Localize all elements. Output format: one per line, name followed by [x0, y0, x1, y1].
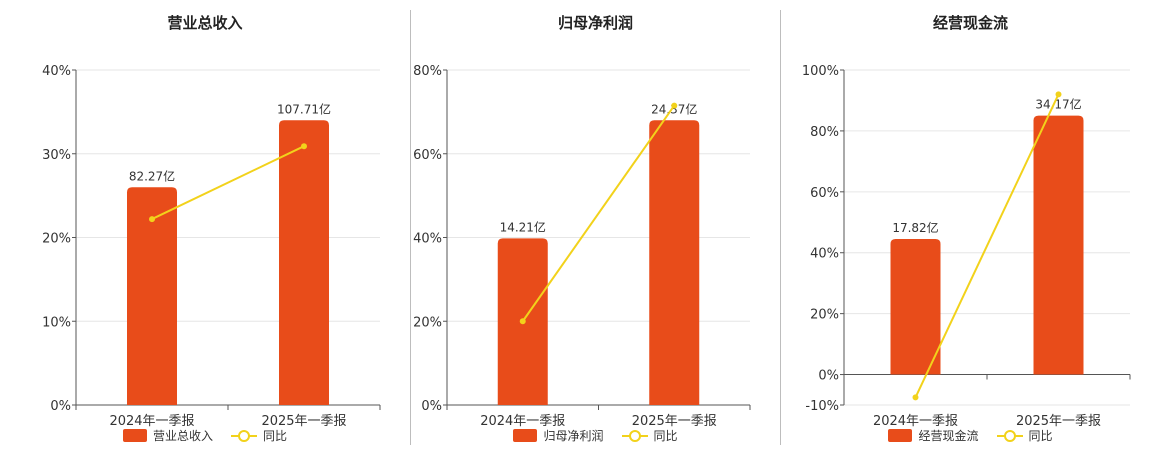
yoy-point	[519, 318, 526, 325]
yoy-line	[914, 93, 1060, 398]
y-tick-label: 60%	[810, 186, 839, 201]
x-tick-label: 2024年一季报	[480, 414, 565, 429]
chart-title: 经营现金流	[932, 14, 1008, 32]
yoy-point	[149, 216, 155, 223]
chart-title: 营业总收入	[167, 14, 243, 32]
bar	[649, 120, 700, 405]
x-tick-label: 2024年一季报	[109, 414, 194, 429]
chart-legend: 经营现金流 同比	[781, 427, 1160, 444]
bar-legend-swatch	[122, 429, 147, 442]
y-tick-label: 80%	[413, 64, 442, 79]
y-tick-label: -10%	[805, 399, 839, 414]
chart-title: 归母净利润	[557, 14, 633, 32]
y-tick-label: 60%	[413, 148, 442, 163]
bar-value-label: 82.27亿	[129, 168, 175, 183]
y-tick-label: 0%	[50, 399, 71, 414]
y-tick-label: 40%	[413, 232, 442, 247]
y-tick-label: 40%	[42, 64, 71, 79]
y-tick-label: 100%	[802, 64, 839, 79]
y-tick-label: 20%	[413, 315, 442, 330]
y-tick-label: 40%	[810, 247, 839, 262]
chart-svg: 0% 10% 20% 30% 40% 82.27亿 107.71亿 2024年一季报 2025年…	[42, 64, 381, 429]
x-tick-label: 2024年一季报	[873, 414, 958, 429]
yoy-point	[1055, 91, 1062, 98]
x-tick-label: 2025年一季报	[1016, 414, 1101, 429]
bar-legend-swatch	[888, 429, 913, 442]
yoy-point	[301, 143, 307, 150]
y-tick-label: 0%	[818, 369, 839, 384]
bar	[127, 187, 177, 405]
bar	[890, 239, 941, 375]
bar-value-label: 14.21亿	[500, 219, 546, 234]
y-tick-label: 20%	[810, 308, 839, 323]
y-tick-label: 0%	[421, 399, 442, 414]
bar-value-label: 17.82亿	[892, 220, 938, 235]
chart-panel-operating-cash-flow: 经营现金流 -10% 0% 20% 40% 60% 80% 100% 17.82亿 34.17亿…	[781, 0, 1160, 450]
bar-value-label: 107.71亿	[277, 101, 331, 116]
line-legend-label: 同比	[263, 429, 288, 443]
y-tick-label: 80%	[810, 125, 839, 140]
chart-svg: 0% 20% 40% 60% 80% 14.21亿 24.37亿 2024年一季报 2025年一…	[413, 64, 751, 429]
chart-svg: -10% 0% 20% 40% 60% 80% 100% 17.82亿 34.17亿 2024年一…	[802, 64, 1131, 429]
y-tick-label: 10%	[42, 315, 71, 330]
line-legend-swatch	[621, 429, 648, 442]
panel-divider	[780, 10, 781, 445]
bar-value-label: 24.37亿	[651, 101, 697, 116]
bar-value-label: 34.17亿	[1035, 97, 1081, 112]
x-tick-label: 2025年一季报	[632, 414, 717, 429]
yoy-line	[151, 145, 305, 220]
line-legend-label: 同比	[1028, 429, 1053, 443]
panel-divider	[410, 10, 411, 445]
y-tick-label: 30%	[42, 148, 71, 163]
bar-legend-label: 经营现金流	[918, 429, 979, 443]
chart-panel-revenue: 营业总收入 0% 10% 20% 30% 40% 82.27亿 107.71亿 2024年一季…	[0, 0, 410, 450]
y-tick-label: 20%	[42, 232, 71, 247]
x-tick-label: 2025年一季报	[261, 414, 346, 429]
yoy-point	[671, 102, 678, 109]
chart-legend: 归母净利润 同比	[411, 427, 780, 444]
bar-legend-label: 营业总收入	[152, 429, 213, 443]
line-legend-label: 同比	[653, 429, 678, 443]
bar-legend-swatch	[513, 429, 538, 442]
chart-panel-net-profit: 归母净利润 0% 20% 40% 60% 80% 14.21亿 24.37亿 2024年一季报…	[411, 0, 780, 450]
bar-legend-label: 归母净利润	[543, 429, 604, 443]
line-legend-swatch	[996, 429, 1023, 442]
line-legend-swatch	[231, 429, 257, 442]
bar	[1033, 115, 1084, 375]
yoy-point	[912, 394, 919, 401]
bar	[279, 120, 329, 405]
yoy-line	[521, 105, 676, 322]
chart-legend: 营业总收入 同比	[0, 427, 410, 444]
